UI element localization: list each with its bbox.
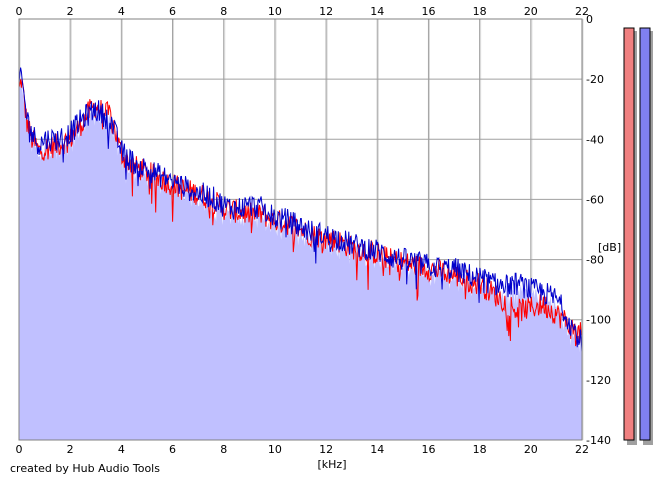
level-meters: [623, 27, 653, 445]
y-tick-label: -20: [586, 73, 604, 86]
x-tick-label-top: 22: [575, 5, 589, 18]
x-tick-label-bottom: 22: [575, 443, 589, 456]
x-tick-label-top: 16: [421, 5, 435, 18]
x-tick-label-bottom: 4: [118, 443, 125, 456]
y-tick-label: -60: [586, 193, 604, 206]
x-tick-labels-top: 0 2 4 6 8 10 12 14 16 18 20 22: [16, 5, 590, 18]
x-tick-label-top: 20: [524, 5, 538, 18]
x-tick-label-top: 6: [169, 5, 176, 18]
x-tick-label-bottom: 0: [16, 443, 23, 456]
spectrum-fill: [19, 77, 582, 440]
y-tick-label: -140: [586, 434, 611, 447]
x-tick-label-top: 18: [473, 5, 487, 18]
y-axis-label: [dB]: [598, 241, 621, 254]
x-tick-label-top: 12: [319, 5, 333, 18]
x-tick-label-top: 0: [16, 5, 23, 18]
x-tick-label-bottom: 16: [421, 443, 435, 456]
x-tick-label-top: 4: [118, 5, 125, 18]
x-tick-label-bottom: 6: [169, 443, 176, 456]
y-tick-label: -80: [586, 254, 604, 267]
x-tick-label-top: 14: [370, 5, 384, 18]
plot-frame: [18, 18, 583, 441]
spectrum-fill-layer: [19, 77, 582, 440]
x-tick-label-bottom: 14: [370, 443, 384, 456]
y-tick-label: -100: [586, 314, 611, 327]
meter-right: [639, 27, 651, 441]
x-tick-labels-bottom: 0 2 4 6 8 10 12 14 16 18 20 22: [16, 443, 590, 456]
y-tick-label: -120: [586, 374, 611, 387]
x-tick-label-top: 10: [268, 5, 282, 18]
x-tick-label-top: 2: [67, 5, 74, 18]
y-tick-label: -40: [586, 133, 604, 146]
x-tick-label-bottom: 2: [67, 443, 74, 456]
y-tick-labels: 0 -20 -40 -60 -80 -100 -120 -140: [586, 13, 611, 447]
credit-text: created by Hub Audio Tools: [10, 462, 160, 475]
meter-left: [623, 27, 635, 441]
y-tick-label: 0: [586, 13, 593, 26]
x-tick-label-bottom: 10: [268, 443, 282, 456]
x-axis-label: [kHz]: [318, 458, 347, 471]
x-tick-label-top: 8: [220, 5, 227, 18]
x-tick-label-bottom: 18: [473, 443, 487, 456]
x-tick-label-bottom: 20: [524, 443, 538, 456]
series-layer: [18, 67, 583, 352]
x-tick-label-bottom: 12: [319, 443, 333, 456]
series-right-channel: [18, 67, 583, 352]
x-tick-label-bottom: 8: [220, 443, 227, 456]
